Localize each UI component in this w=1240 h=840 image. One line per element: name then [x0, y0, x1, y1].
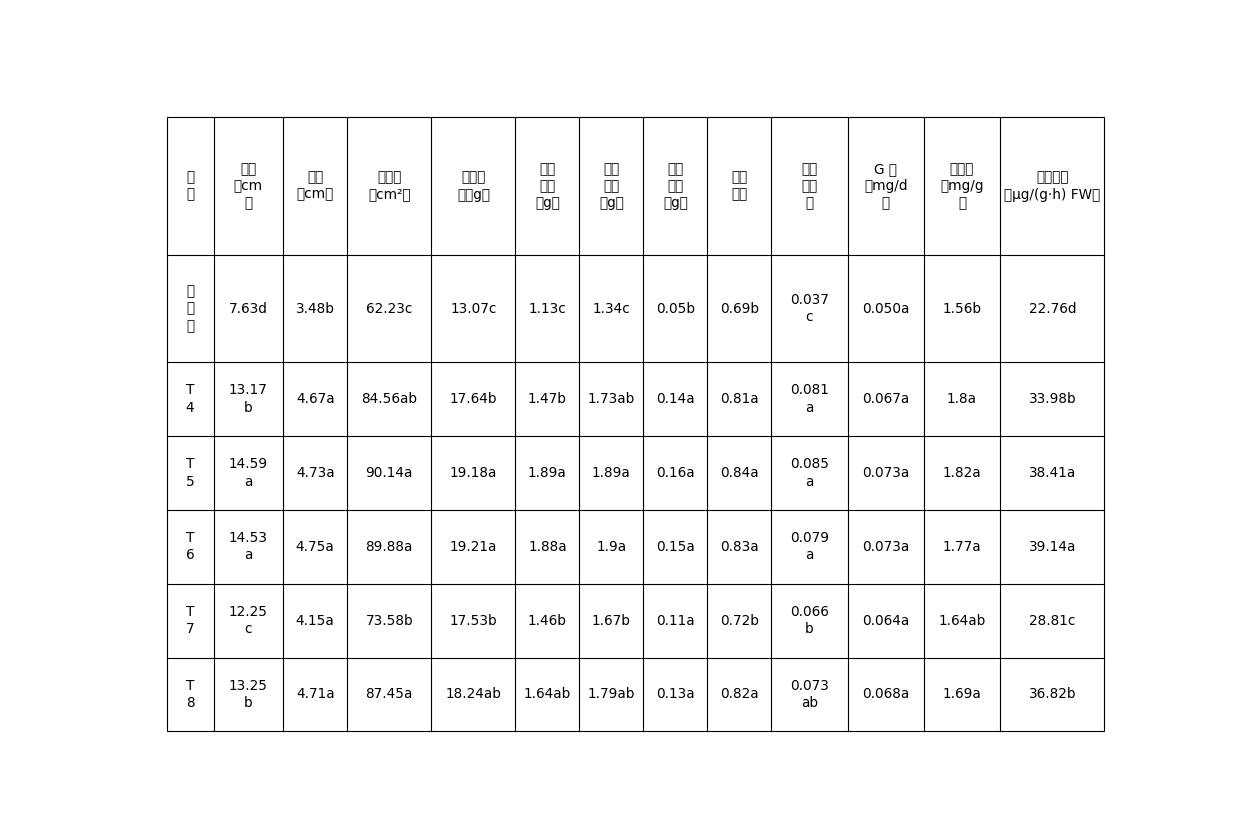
Text: 22.76d: 22.76d [1028, 302, 1076, 316]
Text: 0.05b: 0.05b [656, 302, 694, 316]
Text: 62.23c: 62.23c [366, 302, 413, 316]
Text: 0.83a: 0.83a [720, 540, 759, 554]
Text: 0.073a: 0.073a [862, 540, 909, 554]
Text: 87.45a: 87.45a [366, 687, 413, 701]
Text: 14.53
a: 14.53 a [229, 531, 268, 563]
Text: 1.89a: 1.89a [591, 466, 631, 480]
Text: 33.98b: 33.98b [1028, 392, 1076, 406]
Text: 根系活力
（μg/(g·h) FW）: 根系活力 （μg/(g·h) FW） [1004, 171, 1100, 202]
Text: 4.71a: 4.71a [296, 687, 335, 701]
Text: 19.18a: 19.18a [450, 466, 497, 480]
Text: 0.16a: 0.16a [656, 466, 694, 480]
Text: 1.13c: 1.13c [528, 302, 567, 316]
Text: 1.69a: 1.69a [942, 687, 981, 701]
Text: 13.17
b: 13.17 b [229, 383, 268, 415]
Text: 19.21a: 19.21a [450, 540, 497, 554]
Text: 38.41a: 38.41a [1029, 466, 1076, 480]
Text: 1.47b: 1.47b [528, 392, 567, 406]
Text: 0.81a: 0.81a [720, 392, 759, 406]
Text: 3.48b: 3.48b [296, 302, 335, 316]
Text: 18.24ab: 18.24ab [445, 687, 501, 701]
Text: 叶面积
（cm²）: 叶面积 （cm²） [368, 171, 410, 202]
Text: 0.081
a: 0.081 a [790, 383, 828, 415]
Text: 12.25
c: 12.25 c [229, 605, 268, 636]
Text: 0.14a: 0.14a [656, 392, 694, 406]
Text: 1.89a: 1.89a [528, 466, 567, 480]
Text: 地上鲜
重（g）: 地上鲜 重（g） [456, 171, 490, 202]
Text: 1.67b: 1.67b [591, 614, 631, 627]
Text: 1.77a: 1.77a [942, 540, 981, 554]
Text: 84.56ab: 84.56ab [361, 392, 417, 406]
Text: 0.064a: 0.064a [862, 614, 909, 627]
Text: 4.67a: 4.67a [296, 392, 335, 406]
Text: 1.79ab: 1.79ab [588, 687, 635, 701]
Text: 茎粗
（cm）: 茎粗 （cm） [296, 171, 334, 202]
Text: 0.068a: 0.068a [862, 687, 909, 701]
Text: T
6: T 6 [186, 531, 195, 563]
Text: 13.25
b: 13.25 b [229, 679, 268, 710]
Text: 0.037
c: 0.037 c [790, 293, 828, 324]
Text: 0.84a: 0.84a [720, 466, 759, 480]
Text: 4.75a: 4.75a [296, 540, 335, 554]
Text: 17.53b: 17.53b [450, 614, 497, 627]
Text: 0.82a: 0.82a [720, 687, 759, 701]
Text: 处
理: 处 理 [186, 171, 195, 202]
Text: G 值
（mg/d
）: G 值 （mg/d ） [864, 162, 908, 210]
Text: 0.15a: 0.15a [656, 540, 694, 554]
Text: 1.88a: 1.88a [528, 540, 567, 554]
Text: 1.8a: 1.8a [947, 392, 977, 406]
Text: 0.72b: 0.72b [720, 614, 759, 627]
Text: T
7: T 7 [186, 605, 195, 636]
Text: 壮苗
指数: 壮苗 指数 [732, 171, 748, 202]
Text: 1.56b: 1.56b [942, 302, 982, 316]
Text: 7.63d: 7.63d [229, 302, 268, 316]
Text: 1.46b: 1.46b [528, 614, 567, 627]
Text: 39.14a: 39.14a [1029, 540, 1076, 554]
Text: T
8: T 8 [186, 679, 195, 710]
Text: 14.59
a: 14.59 a [229, 457, 268, 489]
Text: 地上
干重
（g）: 地上 干重 （g） [599, 162, 624, 210]
Text: 90.14a: 90.14a [366, 466, 413, 480]
Text: 0.073a: 0.073a [862, 466, 909, 480]
Text: 0.085
a: 0.085 a [790, 457, 828, 489]
Text: 地下
干重
（g）: 地下 干重 （g） [663, 162, 688, 210]
Text: 1.64ab: 1.64ab [523, 687, 572, 701]
Text: 0.11a: 0.11a [656, 614, 694, 627]
Text: 0.13a: 0.13a [656, 687, 694, 701]
Text: 1.9a: 1.9a [596, 540, 626, 554]
Text: T
5: T 5 [186, 457, 195, 489]
Text: 地下
鲜重
（g）: 地下 鲜重 （g） [534, 162, 560, 210]
Text: 1.64ab: 1.64ab [939, 614, 986, 627]
Text: 17.64b: 17.64b [450, 392, 497, 406]
Text: 对
照
组: 对 照 组 [186, 284, 195, 333]
Text: 0.079
a: 0.079 a [790, 531, 828, 563]
Text: 1.34c: 1.34c [593, 302, 630, 316]
Text: 4.73a: 4.73a [296, 466, 335, 480]
Text: 0.69b: 0.69b [719, 302, 759, 316]
Text: 0.067a: 0.067a [862, 392, 909, 406]
Text: 1.73ab: 1.73ab [588, 392, 635, 406]
Text: 0.073
ab: 0.073 ab [790, 679, 828, 710]
Text: 4.15a: 4.15a [296, 614, 335, 627]
Text: 1.82a: 1.82a [942, 466, 981, 480]
Text: 73.58b: 73.58b [366, 614, 413, 627]
Text: 株高
（cm
）: 株高 （cm ） [234, 162, 263, 210]
Text: 叶绿素
（mg/g
）: 叶绿素 （mg/g ） [940, 162, 983, 210]
Text: T
4: T 4 [186, 383, 195, 415]
Text: 89.88a: 89.88a [366, 540, 413, 554]
Text: 36.82b: 36.82b [1028, 687, 1076, 701]
Text: 28.81c: 28.81c [1029, 614, 1075, 627]
Text: 0.050a: 0.050a [862, 302, 909, 316]
Text: 13.07c: 13.07c [450, 302, 496, 316]
Text: 干重
根冠
比: 干重 根冠 比 [801, 162, 817, 210]
Text: 0.066
b: 0.066 b [790, 605, 828, 636]
